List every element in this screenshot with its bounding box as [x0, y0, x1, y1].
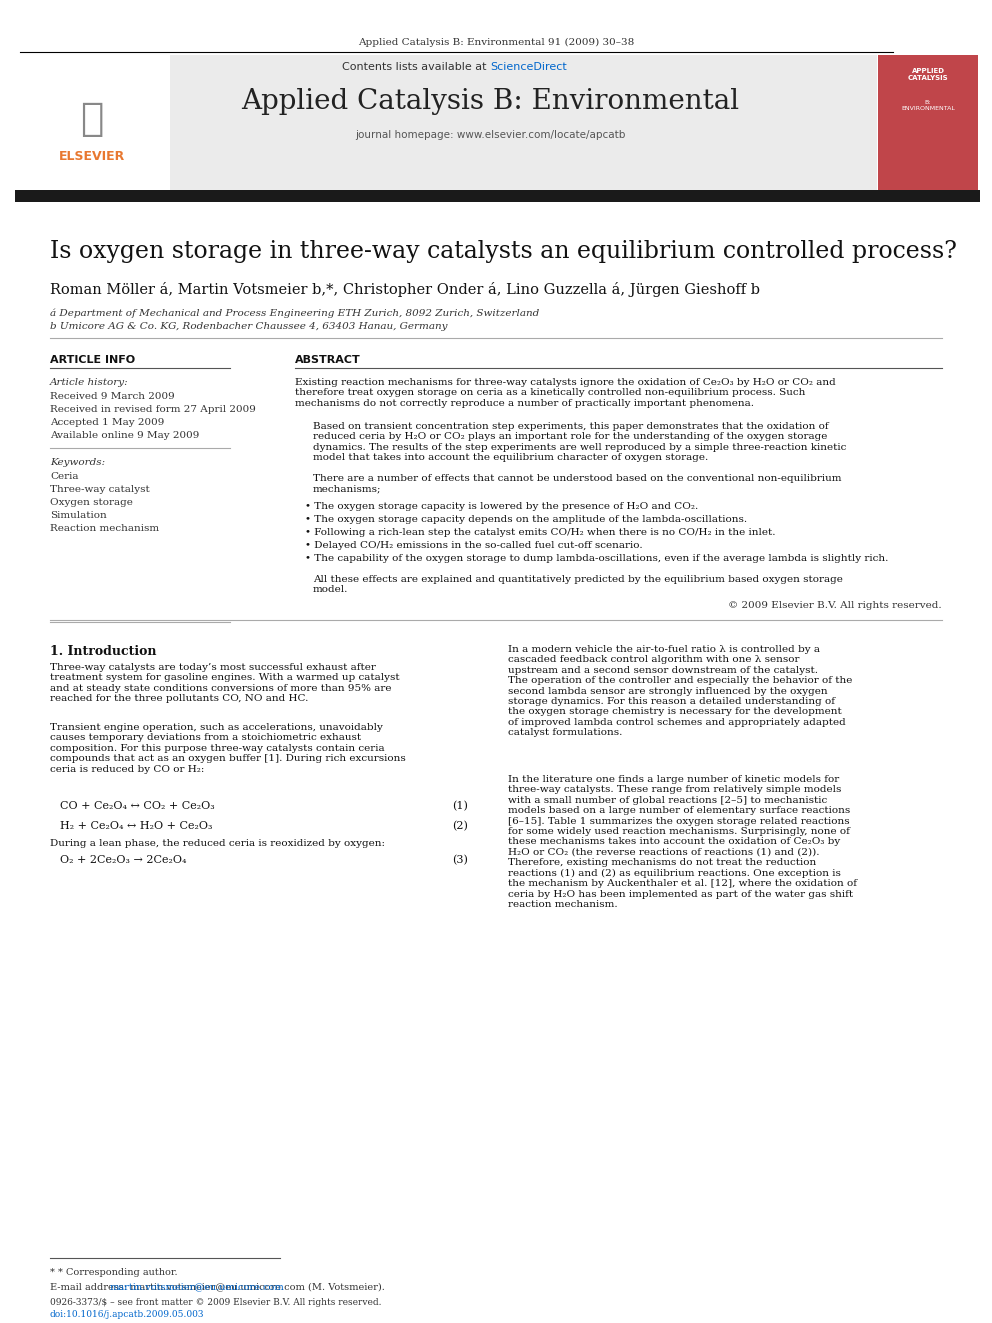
Text: During a lean phase, the reduced ceria is reoxidized by oxygen:: During a lean phase, the reduced ceria i…: [50, 839, 385, 848]
Text: APPLIED
CATALYSIS: APPLIED CATALYSIS: [908, 67, 948, 81]
FancyBboxPatch shape: [15, 56, 877, 191]
Text: Reaction mechanism: Reaction mechanism: [50, 524, 159, 533]
Text: (3): (3): [452, 855, 468, 865]
Text: Keywords:: Keywords:: [50, 458, 105, 467]
Text: á Department of Mechanical and Process Engineering ETH Zurich, 8092 Zurich, Swit: á Department of Mechanical and Process E…: [50, 308, 540, 318]
Text: H₂ + Ce₂O₄ ↔ H₂O + Ce₂O₃: H₂ + Ce₂O₄ ↔ H₂O + Ce₂O₃: [60, 822, 212, 831]
Text: martin.votsmeier@eu.umicore.com: martin.votsmeier@eu.umicore.com: [110, 1282, 285, 1291]
Text: ARTICLE INFO: ARTICLE INFO: [50, 355, 135, 365]
Text: Received 9 March 2009: Received 9 March 2009: [50, 392, 175, 401]
Text: Is oxygen storage in three-way catalysts an equilibrium controlled process?: Is oxygen storage in three-way catalysts…: [50, 239, 957, 263]
Text: © 2009 Elsevier B.V. All rights reserved.: © 2009 Elsevier B.V. All rights reserved…: [728, 601, 942, 610]
FancyBboxPatch shape: [15, 191, 980, 202]
Text: Accepted 1 May 2009: Accepted 1 May 2009: [50, 418, 165, 427]
Text: Article history:: Article history:: [50, 378, 129, 388]
Text: Ceria: Ceria: [50, 472, 78, 482]
Text: Contents lists available at: Contents lists available at: [342, 62, 490, 71]
Text: 0926-3373/$ – see front matter © 2009 Elsevier B.V. All rights reserved.: 0926-3373/$ – see front matter © 2009 El…: [50, 1298, 382, 1307]
Text: Three-way catalysts are today’s most successful exhaust after
treatment system f: Three-way catalysts are today’s most suc…: [50, 663, 400, 704]
Text: Available online 9 May 2009: Available online 9 May 2009: [50, 431, 199, 441]
Text: Based on transient concentration step experiments, this paper demonstrates that : Based on transient concentration step ex…: [313, 422, 846, 462]
Text: * * Corresponding author.: * * Corresponding author.: [50, 1267, 178, 1277]
FancyBboxPatch shape: [878, 56, 978, 191]
Text: journal homepage: www.elsevier.com/locate/apcatb: journal homepage: www.elsevier.com/locat…: [355, 130, 625, 140]
Text: B:
ENVIRONMENTAL: B: ENVIRONMENTAL: [901, 101, 955, 111]
Text: ABSTRACT: ABSTRACT: [295, 355, 361, 365]
Text: b Umicore AG & Co. KG, Rodenbacher Chaussee 4, 63403 Hanau, Germany: b Umicore AG & Co. KG, Rodenbacher Chaus…: [50, 321, 447, 331]
Text: O₂ + 2Ce₂O₃ → 2Ce₂O₄: O₂ + 2Ce₂O₃ → 2Ce₂O₄: [60, 855, 186, 865]
Text: E-mail address: martin.votsmeier@eu.umicore.com (M. Votsmeier).: E-mail address: martin.votsmeier@eu.umic…: [50, 1282, 385, 1291]
Text: CO + Ce₂O₄ ↔ CO₂ + Ce₂O₃: CO + Ce₂O₄ ↔ CO₂ + Ce₂O₃: [60, 800, 214, 811]
Text: (1): (1): [452, 800, 468, 811]
Text: • Following a rich-lean step the catalyst emits CO/H₂ when there is no CO/H₂ in : • Following a rich-lean step the catalys…: [305, 528, 776, 537]
Text: 1. Introduction: 1. Introduction: [50, 646, 157, 658]
Text: • Delayed CO/H₂ emissions in the so-called fuel cut-off scenario.: • Delayed CO/H₂ emissions in the so-call…: [305, 541, 643, 550]
Text: • The oxygen storage capacity depends on the amplitude of the lambda-oscillation: • The oxygen storage capacity depends on…: [305, 515, 747, 524]
Text: In the literature one finds a large number of kinetic models for
three-way catal: In the literature one finds a large numb…: [508, 775, 857, 909]
Text: All these effects are explained and quantitatively predicted by the equilibrium : All these effects are explained and quan…: [313, 576, 843, 594]
Text: Applied Catalysis B: Environmental: Applied Catalysis B: Environmental: [241, 89, 739, 115]
Text: There are a number of effects that cannot be understood based on the conventiona: There are a number of effects that canno…: [313, 474, 841, 493]
Text: Applied Catalysis B: Environmental 91 (2009) 30–38: Applied Catalysis B: Environmental 91 (2…: [358, 38, 634, 48]
Text: Oxygen storage: Oxygen storage: [50, 497, 133, 507]
Text: doi:10.1016/j.apcatb.2009.05.003: doi:10.1016/j.apcatb.2009.05.003: [50, 1310, 204, 1319]
Text: (2): (2): [452, 822, 468, 831]
FancyBboxPatch shape: [15, 56, 170, 191]
Text: • The oxygen storage capacity is lowered by the presence of H₂O and CO₂.: • The oxygen storage capacity is lowered…: [305, 501, 698, 511]
Text: Received in revised form 27 April 2009: Received in revised form 27 April 2009: [50, 405, 256, 414]
Text: ELSEVIER: ELSEVIER: [59, 149, 125, 163]
Text: ScienceDirect: ScienceDirect: [490, 62, 566, 71]
Text: Transient engine operation, such as accelerations, unavoidably
causes temporary : Transient engine operation, such as acce…: [50, 722, 406, 774]
Text: • The capability of the oxygen storage to dump lambda-oscillations, even if the : • The capability of the oxygen storage t…: [305, 554, 889, 564]
Text: Three-way catalyst: Three-way catalyst: [50, 486, 150, 493]
Text: Simulation: Simulation: [50, 511, 107, 520]
Text: Roman Möller á, Martin Votsmeier b,*, Christopher Onder á, Lino Guzzella á, Jürg: Roman Möller á, Martin Votsmeier b,*, Ch…: [50, 282, 760, 296]
Text: 🌳: 🌳: [80, 101, 104, 138]
Text: Existing reaction mechanisms for three-way catalysts ignore the oxidation of Ce₂: Existing reaction mechanisms for three-w…: [295, 378, 835, 407]
Text: In a modern vehicle the air-to-fuel ratio λ is controlled by a
cascaded feedback: In a modern vehicle the air-to-fuel rati…: [508, 646, 852, 737]
